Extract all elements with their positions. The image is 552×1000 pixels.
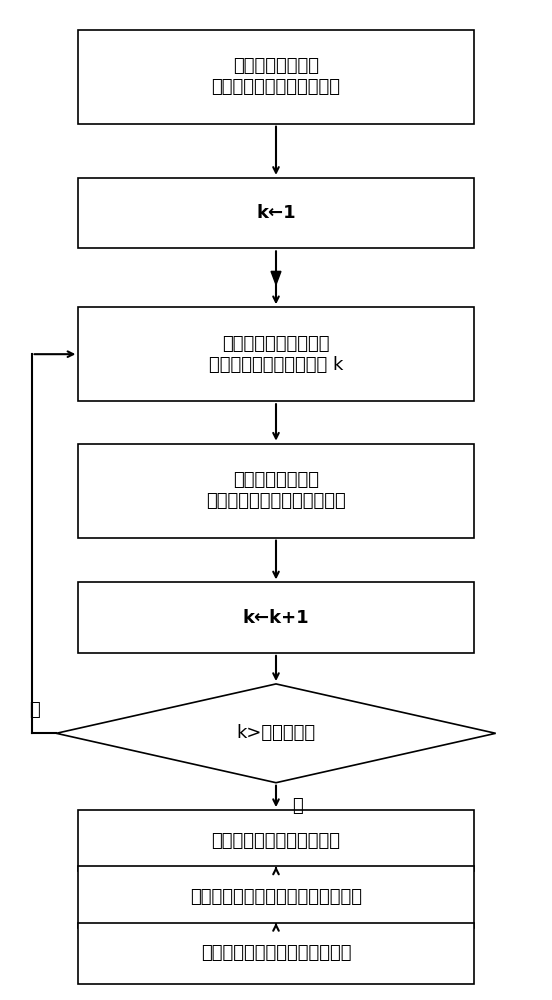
Text: 否: 否 bbox=[29, 701, 40, 719]
Text: 将文件指针移动到
节点和坐标信息的起始位置: 将文件指针移动到 节点和坐标信息的起始位置 bbox=[211, 57, 341, 96]
Text: k←1: k←1 bbox=[256, 204, 296, 222]
FancyBboxPatch shape bbox=[78, 810, 474, 871]
FancyBboxPatch shape bbox=[78, 30, 474, 124]
Text: 更新边界条件信息中的节点编号: 更新边界条件信息中的节点编号 bbox=[201, 944, 351, 962]
FancyBboxPatch shape bbox=[78, 444, 474, 538]
Text: k>节点总数？: k>节点总数？ bbox=[236, 724, 316, 742]
Text: 更新等效节点载荷信息中的节点编号: 更新等效节点载荷信息中的节点编号 bbox=[190, 888, 362, 906]
Text: 更新单元信息中的节点编号: 更新单元信息中的节点编号 bbox=[211, 832, 341, 850]
FancyBboxPatch shape bbox=[78, 307, 474, 401]
FancyBboxPatch shape bbox=[78, 582, 474, 653]
Text: 读取节点和坐标信息，
并将当前节点编号赋值于 k: 读取节点和坐标信息， 并将当前节点编号赋值于 k bbox=[209, 335, 343, 374]
Polygon shape bbox=[56, 684, 496, 783]
Text: k←k+1: k←k+1 bbox=[243, 609, 309, 627]
FancyBboxPatch shape bbox=[78, 178, 474, 248]
Text: 将文件指针移动到
节点和坐标信息的下一个位置: 将文件指针移动到 节点和坐标信息的下一个位置 bbox=[206, 471, 346, 510]
FancyBboxPatch shape bbox=[78, 923, 474, 984]
FancyBboxPatch shape bbox=[78, 866, 474, 928]
Text: 是: 是 bbox=[293, 797, 303, 815]
Polygon shape bbox=[271, 271, 281, 285]
